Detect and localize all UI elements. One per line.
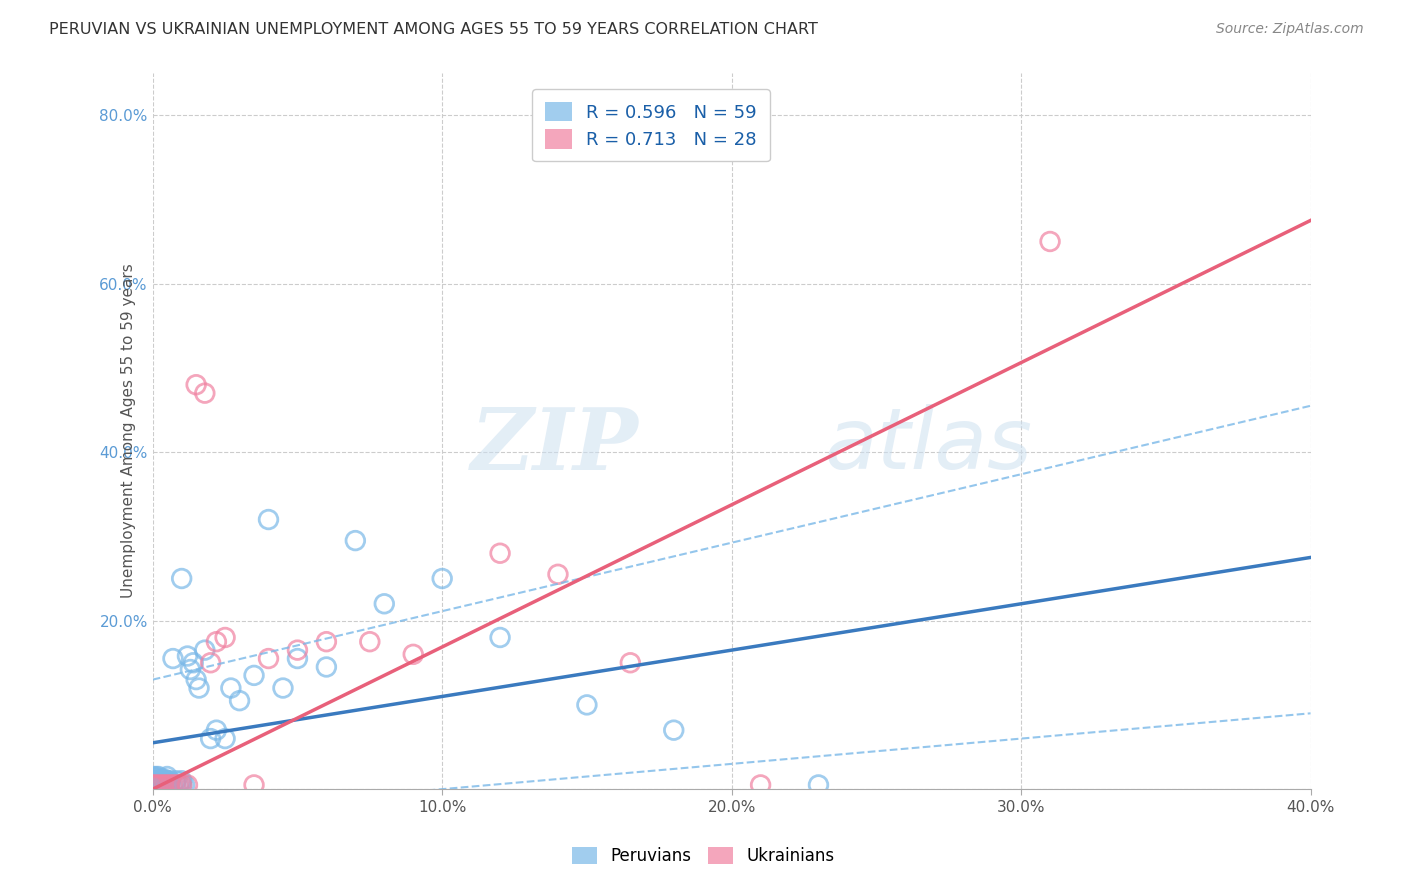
Point	[205, 634, 228, 648]
Point	[181, 656, 204, 670]
Point	[200, 731, 222, 746]
Point	[194, 643, 217, 657]
Point	[243, 668, 266, 682]
Point	[159, 775, 181, 789]
Point	[145, 775, 167, 789]
Point	[156, 778, 179, 792]
Point	[145, 770, 167, 784]
Point	[159, 778, 181, 792]
Point	[156, 778, 179, 792]
Point	[142, 772, 165, 786]
Point	[148, 778, 170, 792]
Point	[219, 681, 242, 695]
Point	[148, 773, 170, 788]
Point	[159, 773, 181, 788]
Point	[142, 775, 165, 789]
Y-axis label: Unemployment Among Ages 55 to 59 years: Unemployment Among Ages 55 to 59 years	[121, 264, 136, 599]
Point	[176, 648, 198, 663]
Point	[194, 386, 217, 401]
Point	[214, 631, 236, 645]
Point	[271, 681, 294, 695]
Point	[186, 377, 208, 392]
Point	[145, 773, 167, 788]
Point	[170, 773, 193, 788]
Legend: Peruvians, Ukrainians: Peruvians, Ukrainians	[562, 837, 844, 875]
Point	[156, 775, 179, 789]
Point	[315, 634, 337, 648]
Point	[150, 778, 173, 792]
Point	[153, 778, 176, 792]
Point	[153, 775, 176, 789]
Point	[807, 778, 830, 792]
Point	[159, 778, 181, 792]
Point	[200, 656, 222, 670]
Point	[575, 698, 598, 712]
Point	[142, 770, 165, 784]
Point	[162, 651, 184, 665]
Point	[170, 572, 193, 586]
Point	[1039, 235, 1062, 249]
Point	[489, 631, 512, 645]
Point	[145, 778, 167, 792]
Point	[186, 673, 208, 687]
Point	[167, 778, 190, 792]
Point	[150, 772, 173, 786]
Point	[619, 656, 641, 670]
Point	[547, 567, 569, 582]
Point	[170, 778, 193, 792]
Text: atlas: atlas	[824, 404, 1032, 487]
Point	[749, 778, 772, 792]
Point	[176, 778, 198, 792]
Point	[315, 660, 337, 674]
Point	[179, 663, 201, 677]
Point	[662, 723, 685, 738]
Point	[153, 772, 176, 786]
Point	[148, 778, 170, 792]
Legend: R = 0.596   N = 59, R = 0.713   N = 28: R = 0.596 N = 59, R = 0.713 N = 28	[533, 89, 769, 161]
Point	[205, 723, 228, 738]
Text: PERUVIAN VS UKRAINIAN UNEMPLOYMENT AMONG AGES 55 TO 59 YEARS CORRELATION CHART: PERUVIAN VS UKRAINIAN UNEMPLOYMENT AMONG…	[49, 22, 818, 37]
Point	[359, 634, 381, 648]
Point	[167, 778, 190, 792]
Point	[228, 694, 250, 708]
Point	[156, 770, 179, 784]
Point	[162, 778, 184, 792]
Point	[148, 775, 170, 789]
Point	[142, 778, 165, 792]
Point	[430, 572, 453, 586]
Point	[287, 651, 309, 665]
Point	[156, 773, 179, 788]
Text: ZIP: ZIP	[471, 404, 638, 487]
Point	[402, 648, 425, 662]
Point	[165, 773, 187, 788]
Point	[188, 681, 211, 695]
Point	[287, 643, 309, 657]
Point	[165, 778, 187, 792]
Point	[165, 778, 187, 792]
Point	[344, 533, 367, 548]
Point	[162, 778, 184, 792]
Point	[142, 778, 165, 792]
Point	[214, 731, 236, 746]
Point	[243, 778, 266, 792]
Text: Source: ZipAtlas.com: Source: ZipAtlas.com	[1216, 22, 1364, 37]
Point	[148, 770, 170, 784]
Point	[150, 775, 173, 789]
Point	[150, 778, 173, 792]
Point	[170, 778, 193, 792]
Point	[373, 597, 395, 611]
Point	[153, 778, 176, 792]
Point	[145, 778, 167, 792]
Point	[145, 772, 167, 786]
Point	[142, 773, 165, 788]
Point	[257, 512, 280, 526]
Point	[257, 651, 280, 665]
Point	[173, 778, 195, 792]
Point	[489, 546, 512, 560]
